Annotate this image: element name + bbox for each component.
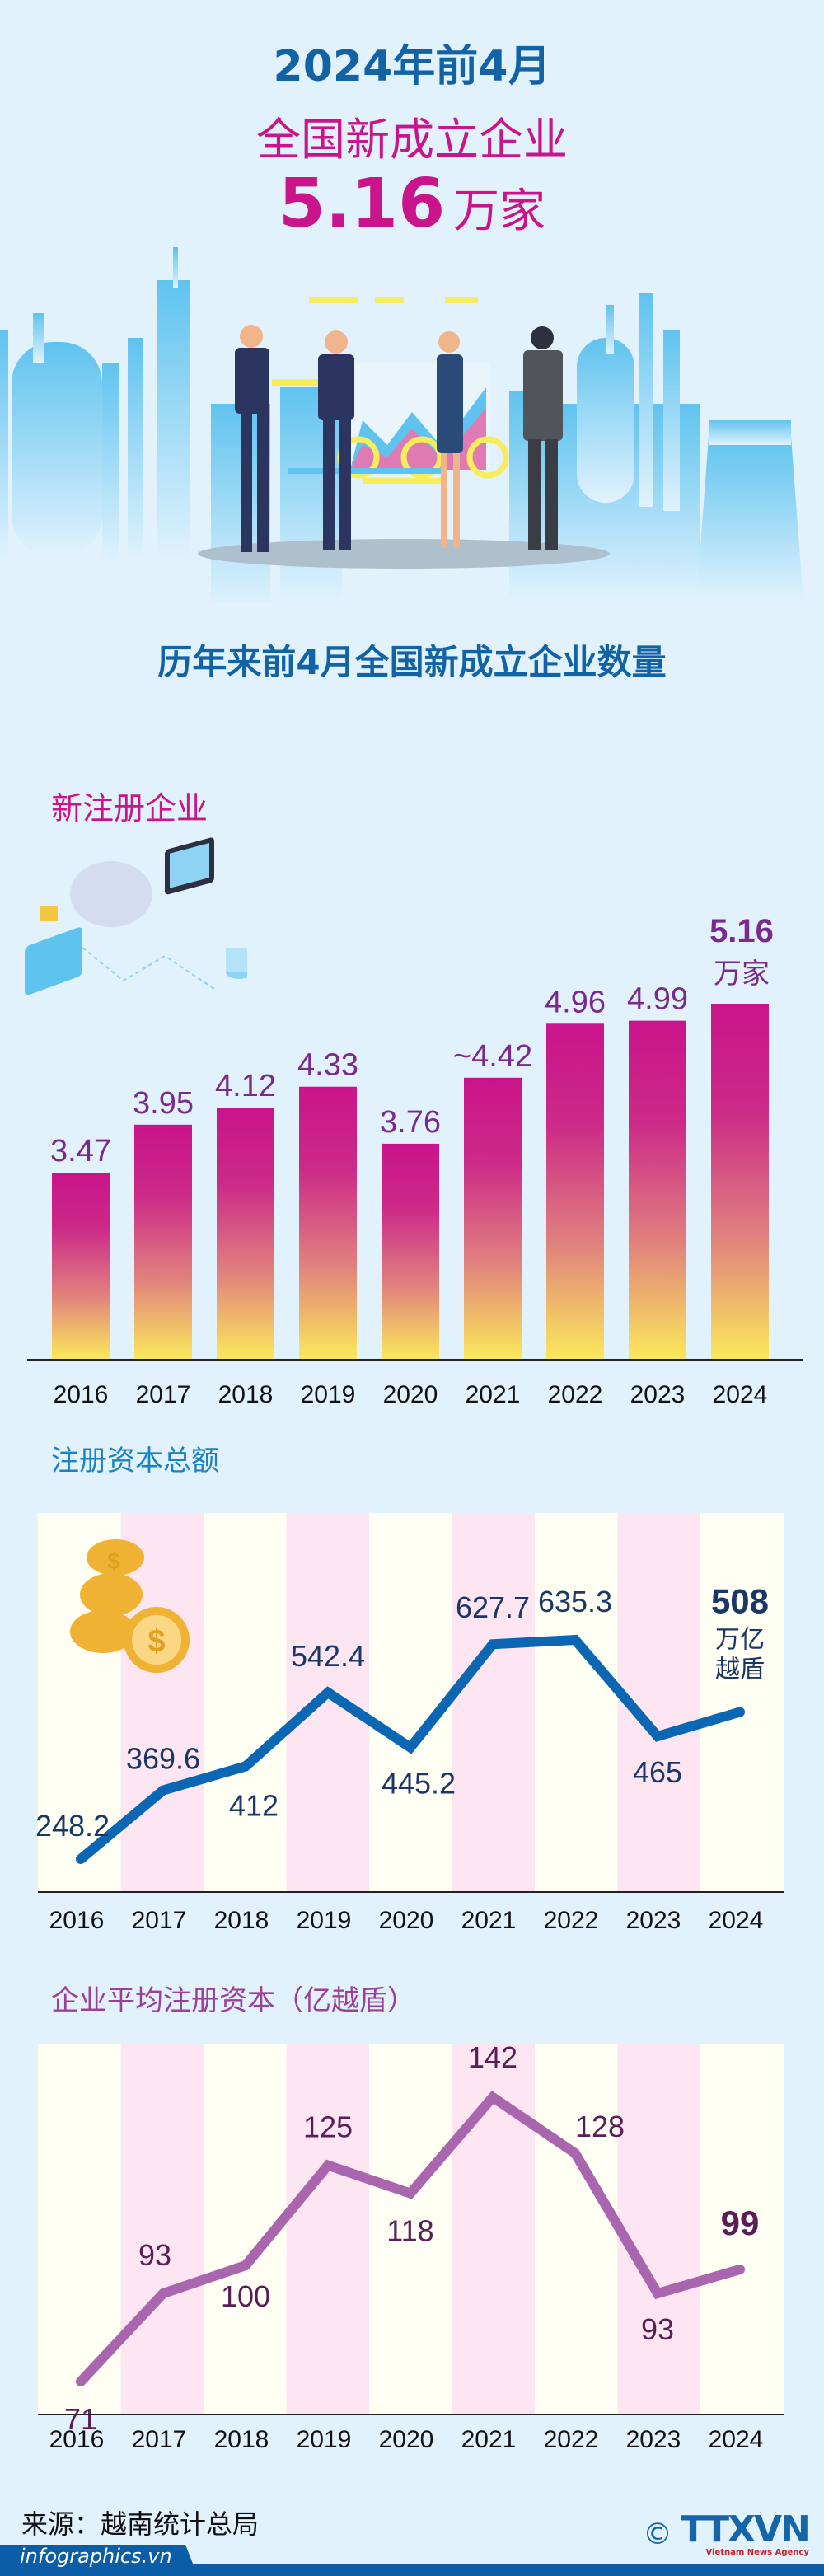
logo-subtext: Vietnam News Agency bbox=[705, 2548, 809, 2557]
ttxvn-logo: © TTXVN Vietnam News Agency bbox=[643, 2508, 811, 2558]
year-label: 2022 bbox=[544, 1907, 599, 1934]
businesspeople-icon bbox=[235, 325, 563, 552]
point-label: 248.2 bbox=[35, 1809, 110, 1843]
point-label: 542.4 bbox=[291, 1639, 365, 1673]
bar bbox=[382, 1143, 439, 1360]
site-link[interactable]: infographics.vn bbox=[20, 2545, 172, 2568]
bar bbox=[464, 1077, 522, 1360]
svg-text:$: $ bbox=[107, 1548, 120, 1574]
year-label: 2023 bbox=[626, 1907, 681, 1934]
big-number: 5.16 bbox=[278, 165, 446, 243]
bar-label: 3.95 bbox=[133, 1086, 194, 1121]
year-label: 2020 bbox=[379, 2426, 434, 2453]
line-chart-2-title: 企业平均注册资本（亿越盾） bbox=[51, 1984, 415, 2017]
bar-unit: 万家 bbox=[714, 958, 770, 990]
unit-line2: 越盾 bbox=[715, 1656, 765, 1683]
bar bbox=[52, 1173, 110, 1360]
year-label: 2020 bbox=[383, 1381, 438, 1408]
average-capital-line-chart: 71 93 100 125 118 142 128 93 99 2016 2017 2018 2019… bbox=[38, 2044, 784, 2453]
point-label: 369.6 bbox=[126, 1742, 200, 1776]
point-label: 99 bbox=[721, 2204, 760, 2242]
bar-label: 4.12 bbox=[215, 1069, 276, 1103]
footer-tab bbox=[0, 2545, 198, 2576]
bar-label: 4.99 bbox=[627, 982, 688, 1017]
year-label: 2023 bbox=[630, 1381, 686, 1408]
point-label: 93 bbox=[138, 2238, 171, 2272]
year-label: 2018 bbox=[214, 2426, 269, 2453]
year-label: 2021 bbox=[461, 1907, 517, 1934]
year-label: 2019 bbox=[297, 2426, 352, 2453]
point-label: 118 bbox=[386, 2214, 433, 2248]
big-unit: 万家 bbox=[453, 185, 546, 238]
registered-capital-line-chart: $ $ 248.2 369.6 412 542.4 445.2 627.7 635.3 465… bbox=[35, 1513, 784, 1934]
svg-text:$: $ bbox=[147, 1624, 165, 1659]
bar-label: 4.96 bbox=[545, 985, 606, 1019]
year-label: 2021 bbox=[461, 2426, 517, 2453]
source-text: 来源：越南统计总局 bbox=[21, 2508, 260, 2540]
bar bbox=[299, 1086, 357, 1360]
unit-line1: 万亿 bbox=[715, 1626, 765, 1653]
section-title: 历年来前4月全国新成立企业数量 bbox=[157, 642, 667, 682]
point-label: 465 bbox=[633, 1755, 682, 1789]
point-label: 627.7 bbox=[456, 1590, 530, 1624]
year-label: 2018 bbox=[214, 1907, 269, 1934]
header-big-number: 5.16 万家 bbox=[0, 165, 824, 243]
point-label: 128 bbox=[575, 2110, 625, 2143]
bar bbox=[217, 1108, 274, 1360]
point-label: 93 bbox=[641, 2312, 674, 2346]
bar bbox=[629, 1020, 686, 1360]
coins-icon: $ $ bbox=[70, 1539, 190, 1673]
business-meeting-illustration bbox=[0, 247, 803, 602]
bar-label: 3.47 bbox=[50, 1134, 111, 1169]
year-label: 2019 bbox=[301, 1381, 356, 1408]
point-label: 635.3 bbox=[538, 1585, 612, 1618]
year-label: 2022 bbox=[544, 2426, 599, 2453]
point-label: 125 bbox=[303, 2110, 353, 2144]
footer-bar bbox=[0, 2564, 824, 2576]
bar bbox=[134, 1124, 192, 1360]
bar bbox=[546, 1023, 604, 1360]
year-label: 2023 bbox=[626, 2426, 681, 2453]
year-label: 2016 bbox=[49, 1907, 105, 1934]
point-label: 445.2 bbox=[382, 1767, 456, 1801]
bar-label: ~4.42 bbox=[453, 1039, 532, 1074]
bar-chart-title: 新注册企业 bbox=[51, 790, 208, 827]
point-label: 508 bbox=[711, 1581, 769, 1620]
bar-label-highlight: 5.16 bbox=[709, 913, 774, 949]
bar-label: 3.76 bbox=[380, 1105, 441, 1140]
line-chart-1-title: 注册资本总额 bbox=[51, 1445, 219, 1478]
year-label: 2024 bbox=[709, 2426, 764, 2453]
header-date: 2024年前4月 bbox=[273, 42, 551, 91]
year-label: 2024 bbox=[709, 1907, 764, 1934]
year-label: 2016 bbox=[49, 2426, 105, 2453]
year-label: 2024 bbox=[713, 1381, 768, 1408]
year-label: 2017 bbox=[136, 1381, 191, 1408]
point-label: 142 bbox=[468, 2044, 517, 2074]
bar-label: 4.33 bbox=[297, 1048, 358, 1083]
header-subtitle: 全国新成立企业 bbox=[256, 114, 568, 166]
year-label: 2020 bbox=[379, 1907, 434, 1934]
bar bbox=[711, 1004, 769, 1360]
year-label: 2017 bbox=[132, 1907, 187, 1934]
copyright-icon: © bbox=[643, 2517, 672, 2551]
year-label: 2018 bbox=[218, 1381, 274, 1408]
point-label: 71 bbox=[64, 2402, 97, 2436]
point-label: 100 bbox=[221, 2279, 270, 2313]
cloud-network-illustration bbox=[25, 837, 247, 995]
point-label: 412 bbox=[229, 1788, 279, 1822]
year-label: 2017 bbox=[132, 2426, 187, 2453]
logo-text: TTXVN bbox=[681, 2508, 811, 2550]
year-label: 2016 bbox=[54, 1381, 109, 1408]
year-label: 2019 bbox=[297, 1907, 352, 1934]
year-label: 2021 bbox=[466, 1381, 521, 1408]
year-label: 2022 bbox=[548, 1381, 603, 1408]
new-enterprises-bar-chart: 3.47 2016 3.95 2017 4.12 2018 4.33 2019 3.76 2020… bbox=[27, 913, 803, 1408]
